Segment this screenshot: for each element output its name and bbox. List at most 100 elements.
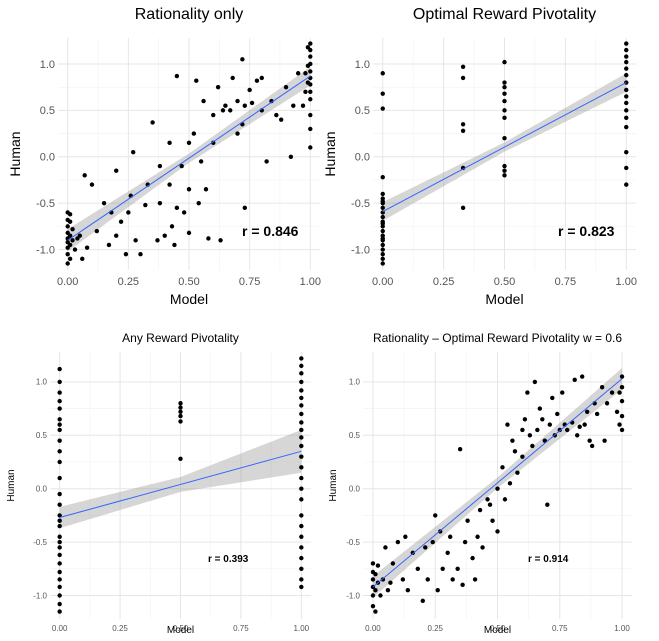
data-point (178, 405, 183, 410)
data-point (390, 561, 396, 566)
data-point (240, 57, 245, 62)
data-point (57, 534, 62, 539)
data-point (269, 98, 274, 104)
data-point (617, 390, 622, 395)
data-point (174, 73, 180, 79)
data-point (157, 163, 163, 169)
data-point (385, 587, 391, 593)
data-point (308, 145, 313, 150)
data-point (299, 584, 304, 590)
data-point (415, 566, 420, 571)
data-point (57, 475, 62, 481)
data-point (167, 140, 172, 146)
y-tick-label: -0.5 (351, 198, 370, 210)
data-point (57, 545, 62, 550)
y-axis-label: Human (328, 469, 339, 501)
data-point (308, 89, 313, 95)
data-point (67, 256, 73, 262)
data-point (228, 108, 233, 113)
x-axis-label: Model (484, 625, 511, 636)
data-point (572, 377, 577, 382)
data-point (594, 411, 600, 417)
data-point (502, 136, 507, 141)
data-point (445, 550, 450, 555)
data-point (82, 173, 87, 178)
data-point (299, 566, 304, 571)
data-point (235, 131, 240, 136)
chart-title: Any Reward Pivotality (122, 331, 239, 345)
data-point (380, 71, 385, 76)
data-point (308, 126, 313, 132)
data-point (299, 427, 304, 433)
data-point (77, 233, 83, 238)
data-point (57, 593, 62, 598)
fit-line (59, 450, 302, 519)
data-point (299, 420, 304, 425)
data-point (545, 502, 550, 507)
data-point (460, 64, 466, 69)
data-point (291, 103, 296, 108)
data-point (460, 582, 465, 588)
confidence-band (59, 429, 302, 529)
y-tick-label: 1.0 (349, 378, 361, 387)
data-point (619, 413, 625, 419)
data-point (305, 80, 311, 85)
data-point (400, 577, 406, 582)
data-point (447, 534, 453, 539)
y-tick-label: 0.0 (40, 152, 55, 164)
x-tick-label: 0.00 (365, 624, 381, 633)
data-point (522, 417, 528, 422)
data-point (370, 561, 376, 566)
data-point (94, 228, 100, 234)
data-point (72, 247, 78, 252)
data-point (380, 191, 385, 197)
x-tick-label: 0.50 (490, 624, 506, 633)
data-point (373, 571, 378, 577)
data-point (299, 523, 304, 529)
chart-panel-4: 0.00 0.25 0.50 0.75 1.00 -1.0 -0.5 0.0 0.5 1.0 Mod… (328, 331, 632, 636)
correlation-annotation: r = 0.823 (558, 223, 615, 239)
data-point (380, 214, 385, 220)
data-point (118, 219, 124, 224)
data-point (460, 205, 466, 211)
data-point (380, 91, 385, 96)
data-point (57, 609, 62, 614)
data-point (299, 435, 304, 440)
data-point (308, 112, 313, 118)
data-point (114, 168, 119, 173)
data-point (308, 97, 313, 102)
data-point (70, 238, 75, 243)
y-tick-label: 0.5 (40, 105, 55, 117)
y-tick-label: -1.0 (351, 244, 370, 256)
data-point (502, 163, 507, 169)
y-tick-label: -0.5 (33, 538, 47, 547)
data-point (172, 242, 177, 248)
data-point (502, 80, 507, 85)
data-point (373, 587, 378, 593)
data-point (299, 363, 304, 369)
x-tick-label: 0.00 (372, 276, 393, 288)
data-point (218, 238, 223, 243)
data-point (186, 230, 192, 236)
data-point (299, 403, 304, 408)
data-point (295, 71, 301, 76)
data-point (181, 210, 187, 215)
x-tick-label: 0.75 (552, 624, 568, 633)
data-point (57, 569, 62, 575)
data-point (624, 115, 629, 121)
data-point (178, 413, 183, 419)
data-point (299, 388, 304, 393)
data-point (388, 580, 393, 585)
data-point (515, 470, 520, 475)
data-point (624, 47, 629, 53)
data-point (299, 545, 304, 550)
data-point (624, 165, 629, 171)
data-point (57, 523, 62, 529)
data-point (380, 577, 386, 582)
data-point (423, 545, 428, 550)
data-point (57, 422, 62, 427)
data-point (299, 475, 304, 481)
x-axis-label: Model (170, 291, 208, 307)
data-point (57, 552, 62, 558)
